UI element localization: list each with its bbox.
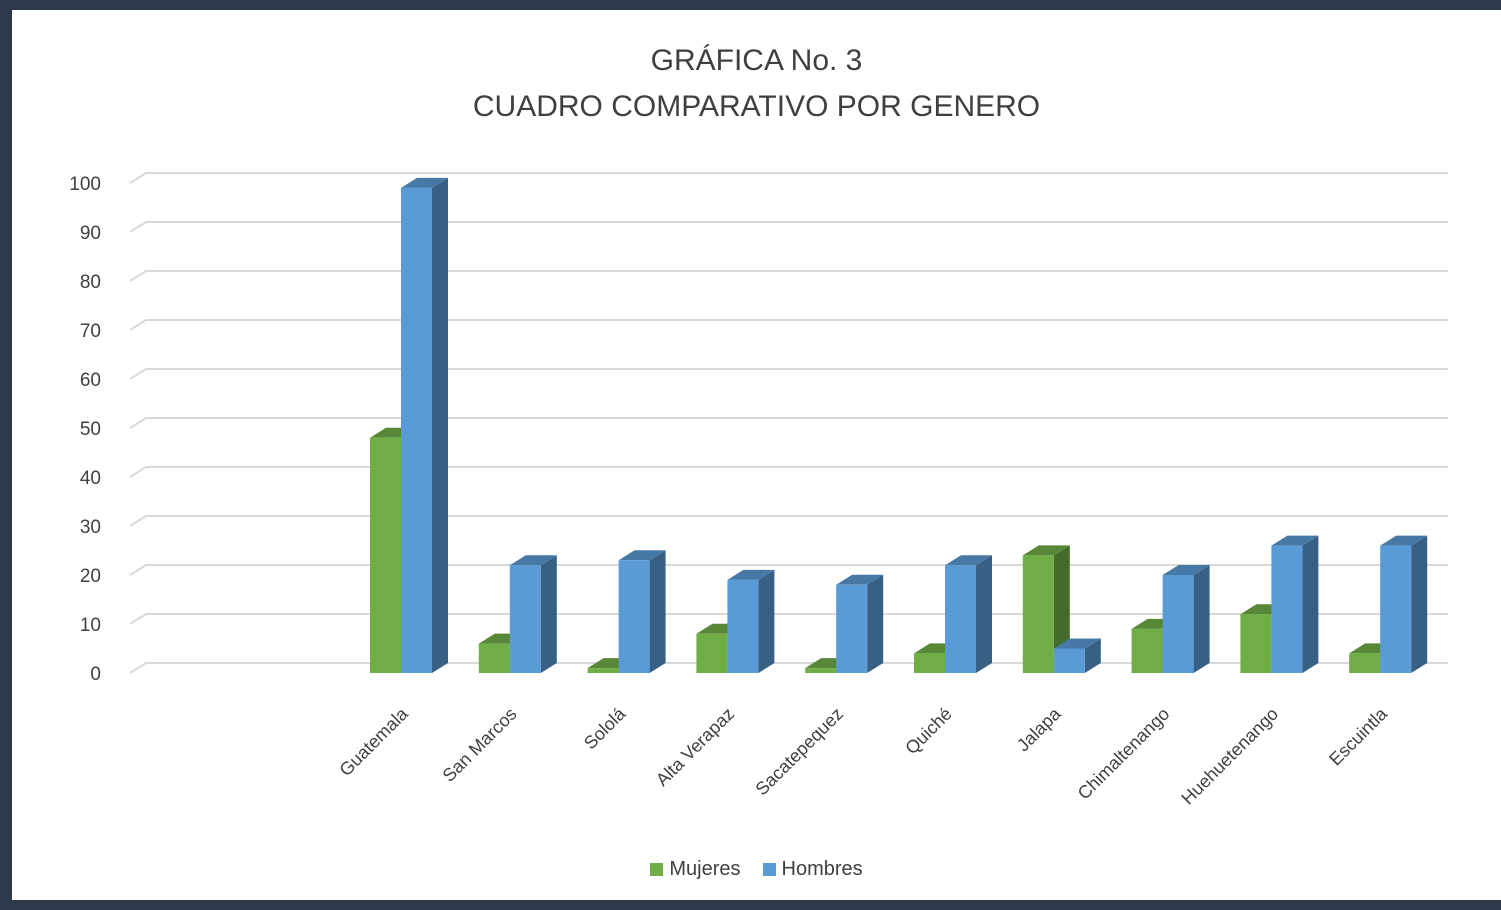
legend-item-mujeres: Mujeres [650, 858, 741, 881]
gridline [129, 221, 1448, 233]
y-tick-label: 100 [69, 174, 101, 195]
chart-panel: GRÁFICA No. 3 CUADRO COMPARATIVO POR GEN… [12, 10, 1501, 900]
chart-subtitle: CUADRO COMPARATIVO POR GENERO [472, 90, 1041, 123]
legend-item-hombres: Hombres [762, 858, 863, 881]
legend: Mujeres Hombres [12, 858, 1501, 881]
gridline [129, 564, 1448, 576]
x-tick-label: Guatemala [335, 703, 412, 780]
bars [370, 177, 1428, 673]
x-tick-label: Jalapa [1013, 703, 1065, 755]
y-tick-label: 0 [90, 664, 101, 685]
gridline [129, 319, 1448, 331]
bar-hombres-1 [401, 177, 448, 673]
x-tick-label: Chimaltenango [1074, 704, 1174, 804]
bar-hombres-9 [1271, 535, 1319, 673]
x-axis-ticks: Guatemala San Marcos Sololá Alta Verapaz Sac… [335, 703, 1391, 808]
y-tick-label: 70 [80, 321, 101, 342]
bar-hombres-2 [509, 555, 557, 673]
y-tick-label: 80 [80, 272, 101, 293]
gridline [129, 270, 1448, 282]
x-tick-label: Quiché [901, 704, 955, 758]
x-tick-label: San Marcos [439, 704, 521, 786]
bar-hombres-8 [1162, 565, 1210, 673]
chart-plot: 0 10 20 30 40 50 60 70 80 90 100 Guatemala San Marc… [69, 172, 1448, 808]
bar-hombres-3 [618, 550, 666, 673]
y-tick-label: 50 [80, 419, 101, 440]
gridline [129, 613, 1448, 625]
y-tick-label: 40 [80, 468, 101, 489]
gridlines [129, 172, 1448, 674]
legend-label-mujeres: Mujeres [669, 858, 741, 880]
y-tick-label: 30 [80, 517, 101, 538]
y-tick-label: 20 [80, 566, 101, 587]
x-tick-label: Sololá [580, 703, 630, 753]
y-tick-label: 60 [80, 370, 101, 391]
gridline [129, 662, 1448, 674]
x-tick-label: Huehuetenango [1177, 704, 1282, 809]
y-tick-label: 10 [80, 615, 101, 636]
gridline [129, 417, 1448, 429]
legend-swatch-hombres [762, 863, 776, 876]
bar-hombres-10 [1380, 535, 1428, 673]
legend-label-hombres: Hombres [781, 858, 863, 880]
bar-hombres-5 [836, 574, 884, 673]
y-tick-label: 90 [80, 223, 101, 244]
chart-title: GRÁFICA No. 3 [650, 44, 863, 77]
bar-hombres-4 [727, 569, 775, 673]
bar-hombres-6 [945, 555, 992, 673]
bar-hombres-7 [1053, 638, 1101, 673]
gridline [129, 368, 1448, 380]
x-tick-label: Escuintla [1325, 703, 1391, 769]
gridline [129, 466, 1448, 478]
x-tick-label: Alta Verapaz [652, 704, 738, 790]
legend-swatch-mujeres [650, 863, 664, 876]
x-tick-label: Sacatepequez [752, 704, 848, 800]
gridline [129, 515, 1448, 527]
gridline [129, 172, 1448, 184]
y-axis-ticks: 0 10 20 30 40 50 60 70 80 90 100 [69, 174, 101, 685]
